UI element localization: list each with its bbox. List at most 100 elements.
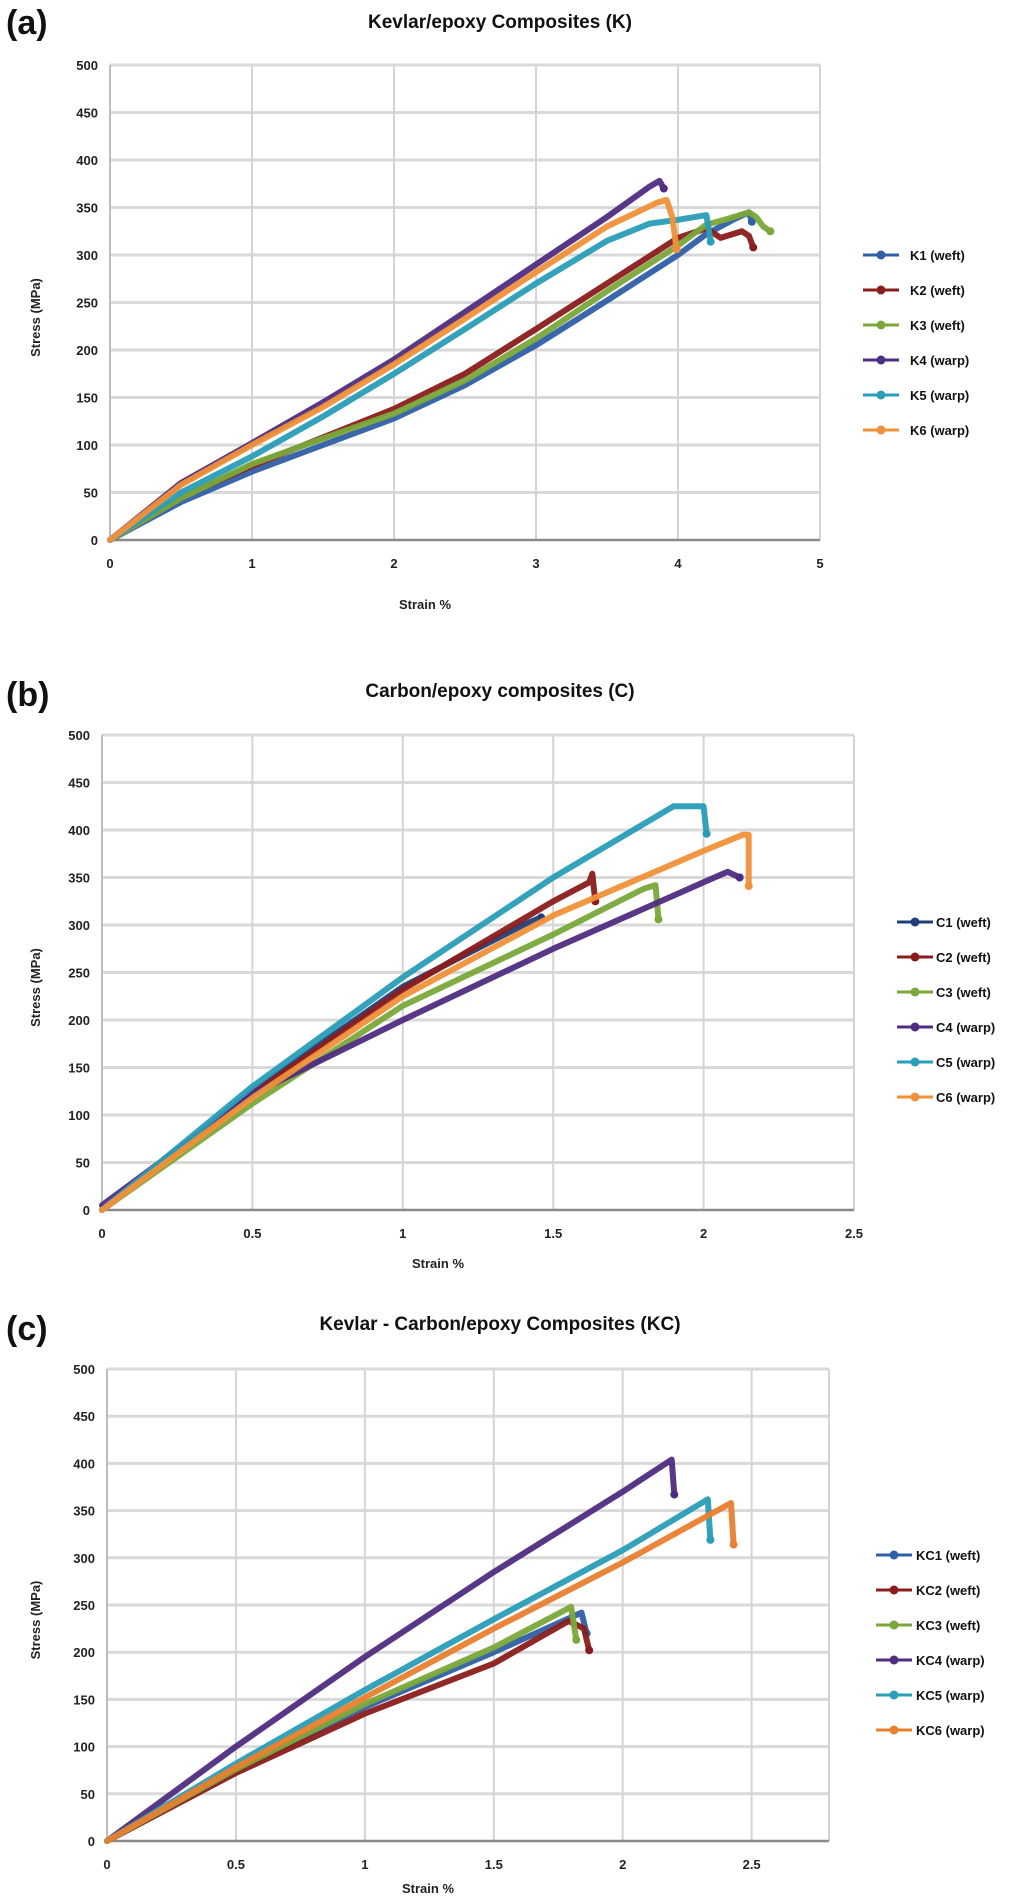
y-tick-label: 400 — [76, 153, 98, 168]
legend-marker — [876, 250, 886, 260]
series-line-kc6 — [104, 1500, 737, 1844]
legend-label: C4 (warp) — [936, 1020, 995, 1035]
series-end-marker — [729, 1540, 738, 1549]
series-end-marker — [654, 915, 663, 924]
x-tick-label: 0 — [106, 556, 113, 571]
legend-label: K5 (warp) — [910, 388, 969, 403]
y-tick-label: 0 — [88, 1834, 95, 1849]
y-tick-label: 50 — [76, 1156, 90, 1171]
y-tick-label: 250 — [73, 1598, 95, 1613]
legend-label: K1 (weft) — [910, 248, 965, 263]
x-tick-label: 3 — [532, 556, 539, 571]
y-tick-label: 500 — [73, 1362, 95, 1377]
legend-marker — [889, 1585, 899, 1595]
legend-label: C3 (weft) — [936, 985, 991, 1000]
series-end-marker — [735, 873, 744, 882]
x-tick-label: 2 — [390, 556, 397, 571]
series-line-k5 — [107, 212, 714, 543]
y-axis-label: Stress (MPa) — [28, 1581, 43, 1660]
legend-item: K6 (warp) — [863, 423, 969, 438]
legend-item: K2 (weft) — [863, 283, 965, 298]
x-axis-label: Strain % — [412, 1256, 464, 1271]
x-tick-label: 1 — [248, 556, 255, 571]
series-line-kc1 — [104, 1609, 590, 1844]
legend-label: KC5 (warp) — [916, 1688, 985, 1703]
panel-label: (c) — [6, 1310, 48, 1348]
y-tick-label: 50 — [81, 1787, 95, 1802]
legend-marker — [889, 1620, 899, 1630]
y-tick-label: 0 — [83, 1203, 90, 1218]
legend-marker — [876, 320, 886, 330]
series-line-k6 — [107, 196, 680, 543]
x-tick-label: 2 — [619, 1857, 626, 1872]
x-tick-label: 4 — [674, 556, 682, 571]
y-tick-label: 150 — [68, 1061, 90, 1076]
legend-item: K4 (warp) — [863, 353, 969, 368]
series-end-marker — [702, 829, 711, 838]
x-tick-label: 1 — [361, 1857, 368, 1872]
y-tick-label: 300 — [76, 248, 98, 263]
y-axis-label: Stress (MPa) — [28, 948, 43, 1027]
legend-item: C2 (weft) — [897, 950, 991, 965]
legend-label: C6 (warp) — [936, 1090, 995, 1105]
legend-label: C1 (weft) — [936, 915, 991, 930]
legend-item: C3 (weft) — [897, 985, 991, 1000]
series-end-marker — [585, 1646, 594, 1655]
series-line-kc5 — [104, 1496, 714, 1844]
legend-marker — [889, 1655, 899, 1665]
legend-item: K1 (weft) — [863, 248, 965, 263]
legend-item: KC2 (weft) — [876, 1583, 980, 1598]
series-line-k3 — [107, 209, 774, 543]
x-tick-label: 2.5 — [743, 1857, 761, 1872]
y-tick-label: 250 — [76, 296, 98, 311]
x-tick-label: 0 — [98, 1226, 105, 1241]
legend-label: C5 (warp) — [936, 1055, 995, 1070]
legend-marker — [910, 987, 920, 997]
y-tick-label: 150 — [73, 1692, 95, 1707]
series-end-marker — [672, 245, 681, 254]
panel-label: (b) — [6, 676, 49, 714]
chart-panel-b: (b) Carbon/epoxy composites (C) 0 50 100 150 2… — [6, 676, 995, 1271]
legend-label: KC6 (warp) — [916, 1723, 985, 1738]
legend-label: C2 (weft) — [936, 950, 991, 965]
series-line-kc2 — [104, 1618, 593, 1844]
legend-item: C1 (weft) — [897, 915, 991, 930]
legend-label: KC2 (weft) — [916, 1583, 980, 1598]
y-tick-label: 200 — [76, 343, 98, 358]
y-tick-label: 300 — [68, 918, 90, 933]
x-tick-label: 5 — [816, 556, 823, 571]
chart-panel-a: (a) Kevlar/epoxy Composites (K)0501001502… — [6, 4, 969, 612]
y-tick-label: 200 — [73, 1645, 95, 1660]
x-tick-label: 1 — [399, 1226, 406, 1241]
series-end-marker — [766, 227, 775, 236]
panel-label: (a) — [6, 4, 48, 42]
y-tick-label: 400 — [68, 823, 90, 838]
legend-marker — [910, 1092, 920, 1102]
x-tick-label: 1.5 — [485, 1857, 503, 1872]
legend-marker — [876, 355, 886, 365]
chart-panel-c: (c) Kevlar - Carbon/epoxy Composites (KC)… — [6, 1310, 985, 1896]
y-tick-label: 100 — [76, 438, 98, 453]
y-tick-label: 450 — [73, 1409, 95, 1424]
series-end-marker — [747, 217, 756, 226]
legend-item: KC6 (warp) — [876, 1723, 985, 1738]
y-axis-label: Stress (MPa) — [28, 278, 43, 357]
legend-marker — [876, 390, 886, 400]
chart-title: Kevlar - Carbon/epoxy Composites (KC) — [319, 1314, 680, 1335]
x-tick-label: 0 — [103, 1857, 110, 1872]
legend-item: C4 (warp) — [897, 1020, 995, 1035]
legend-marker — [910, 952, 920, 962]
y-tick-label: 350 — [76, 201, 98, 216]
legend-item: K3 (weft) — [863, 318, 965, 333]
series-end-marker — [744, 882, 753, 891]
y-tick-label: 250 — [68, 966, 90, 981]
y-tick-label: 450 — [68, 776, 90, 791]
legend-label: K6 (warp) — [910, 423, 969, 438]
legend-item: KC5 (warp) — [876, 1688, 985, 1703]
series-end-marker — [749, 243, 758, 252]
legend-marker — [910, 1022, 920, 1032]
series-end-marker — [572, 1635, 581, 1644]
x-tick-label: 0.5 — [227, 1857, 245, 1872]
series-line-c6 — [99, 831, 752, 1213]
legend-label: K4 (warp) — [910, 353, 969, 368]
